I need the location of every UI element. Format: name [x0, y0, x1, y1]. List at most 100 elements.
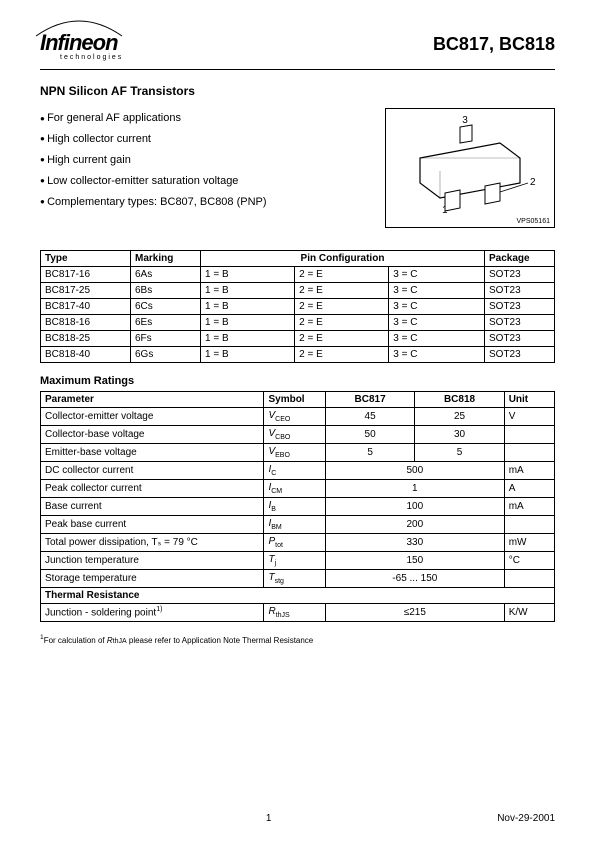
subtitle: NPN Silicon AF Transistors [40, 84, 555, 98]
pin-configuration-table: Type Marking Pin Configuration Package B… [40, 250, 555, 363]
cell-unit: K/W [504, 604, 554, 622]
cell-param: Emitter-base voltage [41, 444, 264, 462]
features-row: For general AF applicationsHigh collecto… [40, 108, 555, 228]
thermal-header-row: Thermal Resistance [41, 588, 555, 604]
cell-value: 45 [325, 408, 414, 426]
col-package: Package [485, 251, 555, 267]
col-unit: Unit [504, 392, 554, 408]
feature-item: Complementary types: BC807, BC808 (PNP) [40, 192, 267, 213]
cell-value: 30 [415, 426, 504, 444]
cell: BC818-25 [41, 331, 131, 347]
cell: 1 = B [201, 299, 295, 315]
cell: 2 = E [295, 347, 389, 363]
cell-param: Junction - soldering point1) [41, 604, 264, 622]
cell: SOT23 [485, 331, 555, 347]
table-row: Base currentIB100mA [41, 498, 555, 516]
pin-1-label: 1 [442, 205, 448, 216]
cell: 3 = C [389, 347, 485, 363]
cell-param: Storage temperature [41, 570, 264, 588]
cell-value: 500 [325, 462, 504, 480]
cell-unit: mW [504, 534, 554, 552]
cell: BC817-25 [41, 283, 131, 299]
col-pinconf: Pin Configuration [201, 251, 485, 267]
cell: 2 = E [295, 283, 389, 299]
cell: 1 = B [201, 315, 295, 331]
table-row: BC817-166As1 = B2 = E3 = CSOT23 [41, 267, 555, 283]
table-row: BC817-256Bs1 = B2 = E3 = CSOT23 [41, 283, 555, 299]
cell: 1 = B [201, 267, 295, 283]
table-row: Peak collector currentICM1A [41, 480, 555, 498]
cell-unit [504, 516, 554, 534]
cell-symbol: Tstg [264, 570, 325, 588]
cell-symbol: VCEO [264, 408, 325, 426]
footer-date: Nov-29-2001 [497, 813, 555, 824]
cell-value: 25 [415, 408, 504, 426]
cell: 3 = C [389, 299, 485, 315]
feature-item: High current gain [40, 150, 267, 171]
cell-param: Total power dissipation, Tₛ = 79 °C [41, 534, 264, 552]
table-row: Peak base currentIBM200 [41, 516, 555, 534]
table-row: Junction - soldering point1)RthJS≤215K/W [41, 604, 555, 622]
part-number-title: BC817, BC818 [433, 34, 555, 55]
table-row: Collector-base voltageVCBO5030 [41, 426, 555, 444]
page-footer: 1 Nov-29-2001 [40, 813, 555, 824]
cell: 2 = E [295, 315, 389, 331]
cell-param: Junction temperature [41, 552, 264, 570]
cell-param: Peak base current [41, 516, 264, 534]
cell: SOT23 [485, 267, 555, 283]
cell-symbol: VCBO [264, 426, 325, 444]
feature-item: For general AF applications [40, 108, 267, 129]
cell-symbol: Tj [264, 552, 325, 570]
cell-value: 1 [325, 480, 504, 498]
cell-unit [504, 444, 554, 462]
cell-symbol: Ptot [264, 534, 325, 552]
logo-arc-icon [34, 18, 124, 38]
cell: 6Cs [131, 299, 201, 315]
cell-value: 330 [325, 534, 504, 552]
cell: 6Fs [131, 331, 201, 347]
cell: 6Bs [131, 283, 201, 299]
cell: BC817-40 [41, 299, 131, 315]
cell: 3 = C [389, 267, 485, 283]
page-header: Infineon technologies BC817, BC818 [40, 30, 555, 70]
cell-symbol: IB [264, 498, 325, 516]
cell: 6Gs [131, 347, 201, 363]
cell-unit: V [504, 408, 554, 426]
cell-unit: A [504, 480, 554, 498]
cell-unit: mA [504, 462, 554, 480]
col-param: Parameter [41, 392, 264, 408]
cell-value: 150 [325, 552, 504, 570]
cell: 3 = C [389, 283, 485, 299]
cell-unit [504, 570, 554, 588]
cell: SOT23 [485, 347, 555, 363]
cell: 2 = E [295, 331, 389, 347]
maximum-ratings-table: Parameter Symbol BC817 BC818 Unit Collec… [40, 391, 555, 622]
package-diagram: 3 1 2 VPS05161 [385, 108, 555, 228]
cell-symbol: IBM [264, 516, 325, 534]
cell-symbol: RthJS [264, 604, 325, 622]
cell: SOT23 [485, 315, 555, 331]
page-number: 1 [266, 813, 272, 824]
cell-param: Collector-emitter voltage [41, 408, 264, 426]
table-row: BC818-256Fs1 = B2 = E3 = CSOT23 [41, 331, 555, 347]
logo-subtitle: technologies [60, 54, 123, 61]
cell-value: 50 [325, 426, 414, 444]
cell: 1 = B [201, 283, 295, 299]
sot23-icon: 3 1 2 [390, 113, 550, 218]
cell-unit: °C [504, 552, 554, 570]
cell-value: 5 [325, 444, 414, 462]
cell-param: Collector-base voltage [41, 426, 264, 444]
cell: SOT23 [485, 283, 555, 299]
col-type: Type [41, 251, 131, 267]
cell: 2 = E [295, 267, 389, 283]
col-bc817: BC817 [325, 392, 414, 408]
cell: 3 = C [389, 331, 485, 347]
cell: 2 = E [295, 299, 389, 315]
package-code: VPS05161 [517, 218, 550, 225]
table-row: BC817-406Cs1 = B2 = E3 = CSOT23 [41, 299, 555, 315]
cell: 1 = B [201, 347, 295, 363]
cell: 6As [131, 267, 201, 283]
table-row: BC818-406Gs1 = B2 = E3 = CSOT23 [41, 347, 555, 363]
cell-value: 200 [325, 516, 504, 534]
thermal-title: Thermal Resistance [41, 588, 555, 604]
